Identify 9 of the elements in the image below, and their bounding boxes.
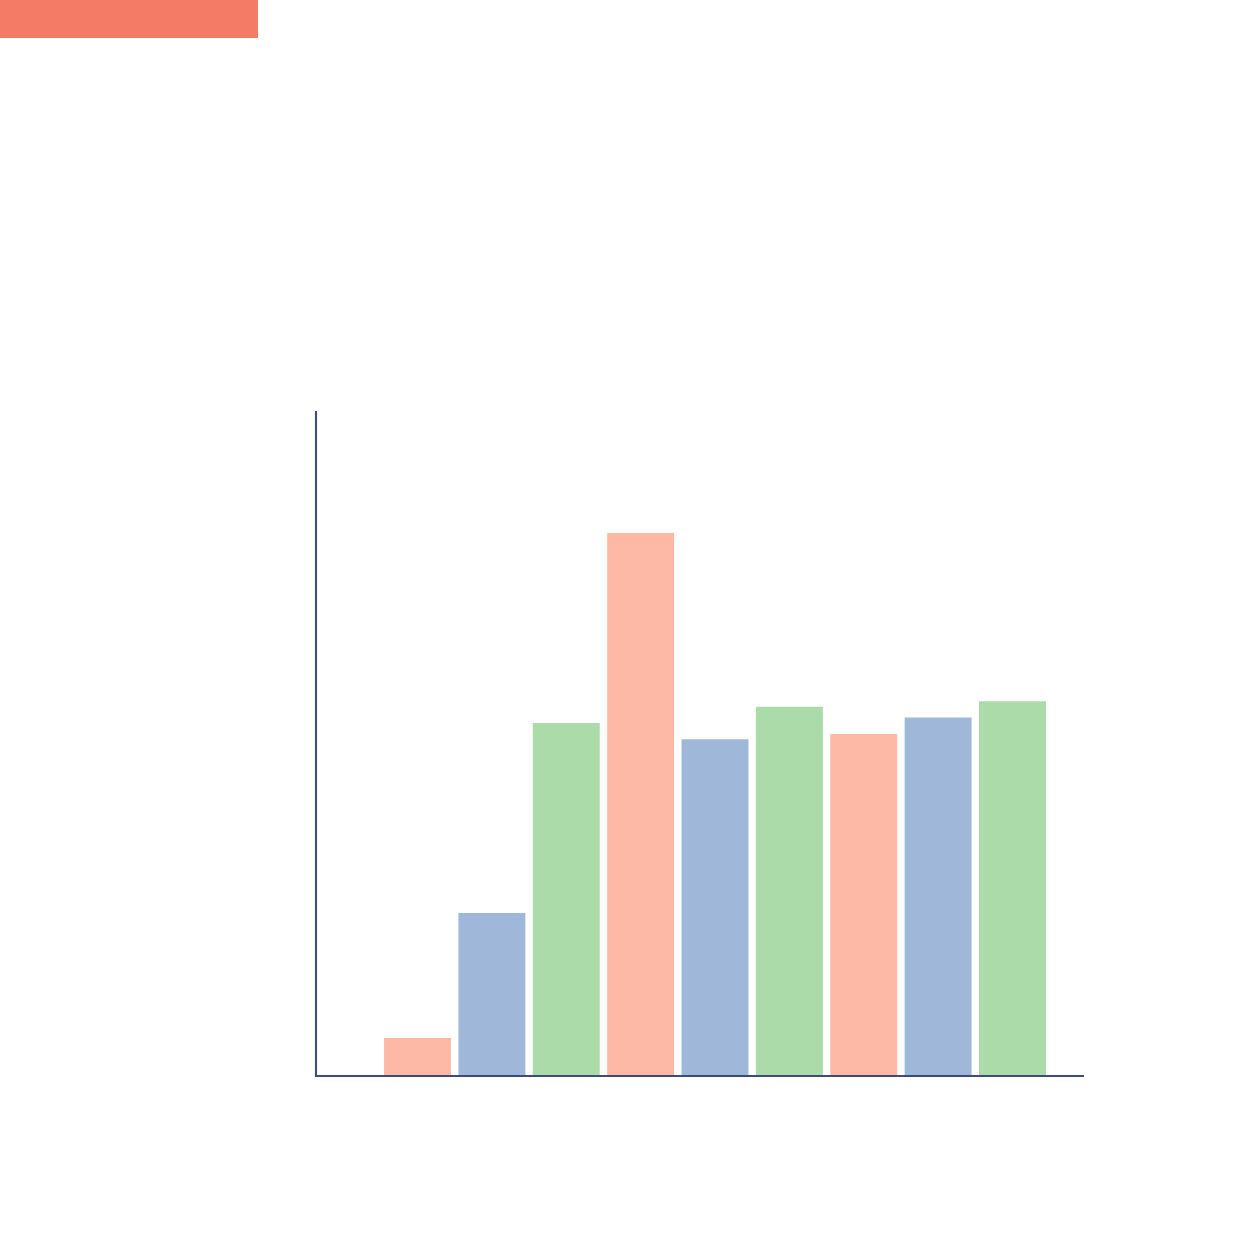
bar — [532, 723, 600, 1076]
bar — [904, 717, 972, 1076]
bar — [681, 739, 749, 1076]
bar — [755, 706, 823, 1076]
bar — [607, 532, 675, 1076]
bar — [979, 701, 1046, 1076]
bar — [384, 1037, 451, 1076]
bar — [830, 733, 898, 1076]
bar — [458, 913, 526, 1076]
